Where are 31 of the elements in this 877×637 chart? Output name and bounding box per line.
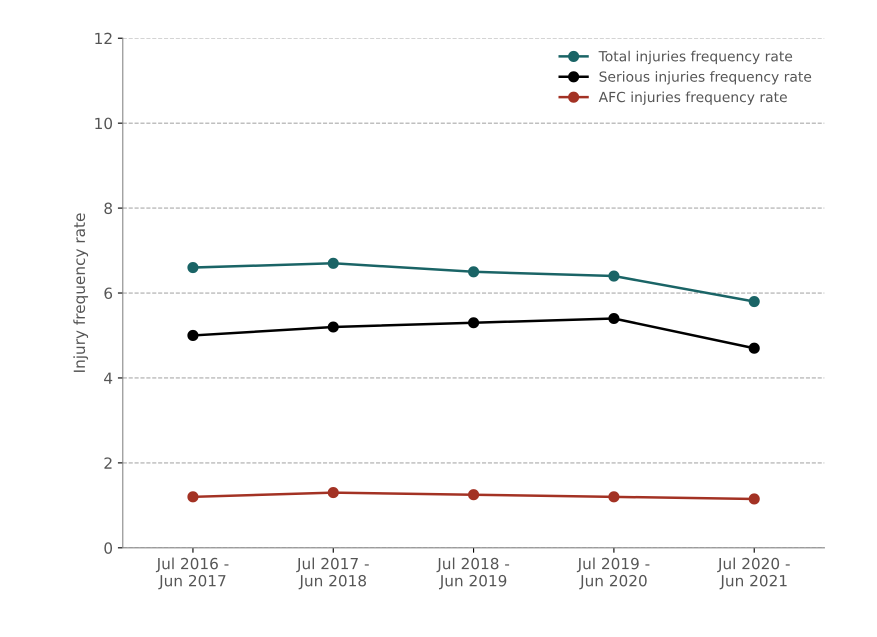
- y-tick-label: 8: [104, 202, 112, 214]
- point: [468, 266, 480, 278]
- x-tick-label: Jul 2018 - Jun 2019: [436, 558, 510, 590]
- x-tick-label: Jul 2020 - Jun 2021: [717, 558, 790, 590]
- y-axis-title: Injury frequency rate: [73, 213, 88, 372]
- point: [608, 312, 620, 324]
- legend-label: Total injuries frequency rate: [598, 50, 792, 64]
- y-tick-label: 6: [104, 287, 112, 300]
- point: [608, 270, 620, 282]
- point: [748, 296, 760, 308]
- point: [468, 489, 480, 500]
- point: [748, 493, 760, 505]
- x-tick-label: Jul 2016 - Jun 2017: [156, 558, 228, 590]
- x-tick-label: Jul 2019 - Jun 2020: [576, 558, 650, 590]
- point: [187, 330, 198, 342]
- point: [187, 262, 198, 274]
- y-tick-label: 12: [95, 32, 112, 44]
- point: [328, 258, 339, 269]
- point: [328, 487, 339, 498]
- point: [187, 491, 198, 502]
- legend-label: AFC injuries frequency rate: [598, 91, 787, 105]
- point: [468, 317, 480, 328]
- y-tick-label: 0: [104, 542, 112, 554]
- point: [608, 491, 620, 502]
- legend-label: Serious injuries frequency rate: [600, 71, 812, 85]
- y-tick-label: 10: [95, 118, 112, 130]
- point: [328, 321, 339, 333]
- x-tick-label: Jul 2017 - Jun 2018: [296, 558, 369, 590]
- y-tick-label: 2: [104, 457, 112, 469]
- y-tick-label: 4: [104, 372, 112, 384]
- point: [748, 342, 760, 354]
